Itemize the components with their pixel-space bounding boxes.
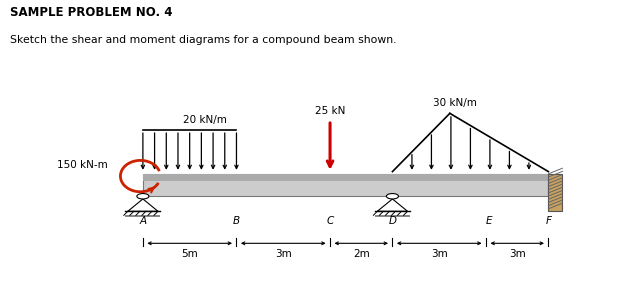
Bar [375,215,410,217]
Text: 25 kN: 25 kN [315,106,345,116]
Text: 3m: 3m [431,249,448,259]
Text: 5m: 5m [182,249,198,259]
Text: 20 kN/m: 20 kN/m [183,115,227,125]
Polygon shape [128,199,158,211]
Bar [143,174,549,196]
Circle shape [386,194,399,199]
Text: 3m: 3m [275,249,292,259]
Bar [549,174,562,211]
Text: A: A [139,217,146,226]
Text: 3m: 3m [509,249,526,259]
Bar [126,215,160,217]
Text: Sketch the shear and moment diagrams for a compound beam shown.: Sketch the shear and moment diagrams for… [10,35,396,45]
Text: B: B [233,217,240,226]
Text: D: D [388,217,397,226]
Text: 150 kN-m: 150 kN-m [57,160,108,170]
Text: 2m: 2m [353,249,370,259]
Circle shape [137,194,149,199]
Polygon shape [377,199,408,211]
Text: SAMPLE PROBLEM NO. 4: SAMPLE PROBLEM NO. 4 [10,6,172,19]
Text: F: F [545,217,551,226]
Text: C: C [327,217,334,226]
Text: 30 kN/m: 30 kN/m [433,98,477,108]
Bar [143,174,549,180]
Text: E: E [486,217,492,226]
